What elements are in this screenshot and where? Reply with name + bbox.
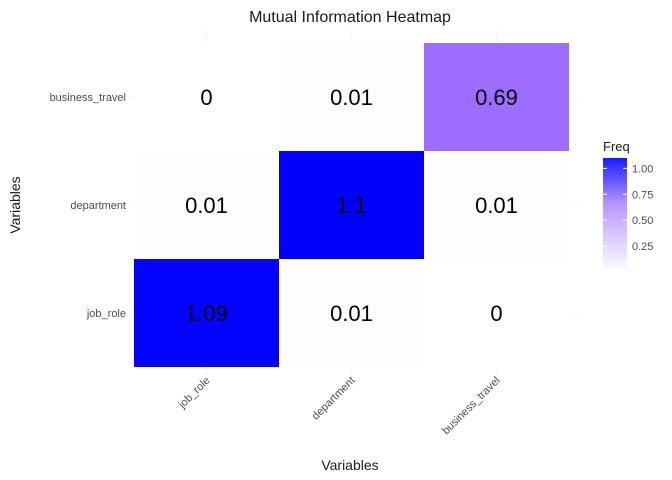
heatmap-cell-labels: 1.09 0.01 0 0.01 1.1 0.01 0 0.01 0.69 [185,85,518,326]
legend-colorbar [603,158,627,272]
heatmap-cells [134,43,569,367]
y-tick-label-business-travel: business_travel [50,92,126,104]
cell-value-label: 0.69 [475,85,518,110]
x-axis-ticks: job_role department business_travel [176,375,503,438]
y-tick-label-department: department [70,200,126,212]
y-axis-ticks: job_role department business_travel [50,92,126,320]
x-tick-label-department: department [310,375,358,423]
cell-value-label: 0.01 [475,193,518,218]
heatmap-cell-department-job-role [279,259,424,367]
cell-value-label: 1.09 [185,301,228,326]
color-legend: Freq 0.25 0.50 0.75 1.00 [603,139,653,272]
cell-value-label: 0 [490,301,502,326]
heatmap-cell-job-role-job-role [134,259,279,367]
cell-value-label: 0 [200,85,212,110]
y-axis-title: Variables [7,176,23,233]
legend-tick-label: 0.50 [632,215,653,227]
y-tick-label-job-role: job_role [86,308,126,320]
cell-value-label: 0.01 [330,301,373,326]
heatmap-cell-business-travel-department [424,151,569,259]
legend-tick-label: 0.75 [632,189,653,201]
heatmap-cell-department-department [279,151,424,259]
chart-title: Mutual Information Heatmap [249,9,451,26]
legend-ticks: 0.25 0.50 0.75 1.00 [603,163,653,253]
legend-title: Freq [603,139,630,154]
heatmap-cell-job-role-business-travel [134,43,279,151]
legend-tick-label: 0.25 [632,241,653,253]
cell-value-label: 0.01 [330,85,373,110]
cell-value-label: 1.1 [336,193,367,218]
cell-value-label: 0.01 [185,193,228,218]
heatmap-cell-job-role-department [134,151,279,259]
heatmap-cell-department-business-travel [279,43,424,151]
heatmap-cell-business-travel-business-travel [424,43,569,151]
legend-tick-label: 1.00 [632,163,653,175]
x-axis-title: Variables [321,457,378,473]
x-tick-label-business-travel: business_travel [440,375,503,438]
heatmap-cell-business-travel-job-role [424,259,569,367]
x-tick-label-job-role: job_role [176,375,213,412]
